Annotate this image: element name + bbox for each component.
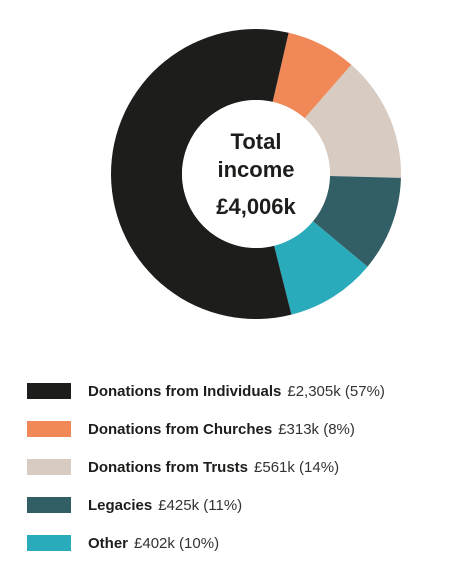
- legend-swatch: [27, 459, 71, 475]
- legend-item: Donations from Individuals £2,305k (57%): [27, 372, 457, 410]
- legend-label: Legacies: [88, 496, 153, 514]
- donut-hole: [182, 100, 330, 248]
- legend-label: Other: [88, 534, 129, 552]
- center-total-value: £4,006k: [216, 194, 296, 219]
- legend-label: Donations from Churches: [88, 420, 273, 438]
- center-title: Total income: [181, 128, 331, 184]
- legend-item: Other £402k (10%): [27, 524, 457, 562]
- slice-trusts: [304, 64, 401, 178]
- legend-value: £2,305k (57%): [287, 382, 385, 400]
- legend-value: £313k (8%): [278, 420, 355, 438]
- center-title-line1: Total: [230, 129, 282, 154]
- donut-svg: [110, 28, 401, 320]
- legend-value: £402k (10%): [134, 534, 220, 552]
- legend-value: £561k (14%): [254, 458, 340, 476]
- legend-item: Donations from Churches £313k (8%): [27, 410, 457, 448]
- slice-legacies: [312, 175, 401, 267]
- center-title-line2: income: [217, 157, 295, 182]
- legend-swatch: [27, 535, 71, 551]
- legend-swatch: [27, 383, 71, 399]
- legend-item: Donations from Trusts £561k (14%): [27, 448, 457, 486]
- slice-other: [274, 221, 368, 315]
- slice-individuals: [110, 28, 292, 320]
- legend-label: Donations from Trusts: [88, 458, 249, 476]
- legend-value: £425k (11%): [158, 496, 243, 514]
- legend-item: Legacies £425k (11%): [27, 486, 457, 524]
- legend-label: Donations from Individuals: [88, 382, 282, 400]
- slice-churches: [272, 32, 352, 119]
- chart-legend: Donations from Individuals £2,305k (57%)…: [27, 372, 457, 562]
- legend-swatch: [27, 421, 71, 437]
- legend-swatch: [27, 497, 71, 513]
- donut-chart: Total income £4,006k: [110, 28, 401, 320]
